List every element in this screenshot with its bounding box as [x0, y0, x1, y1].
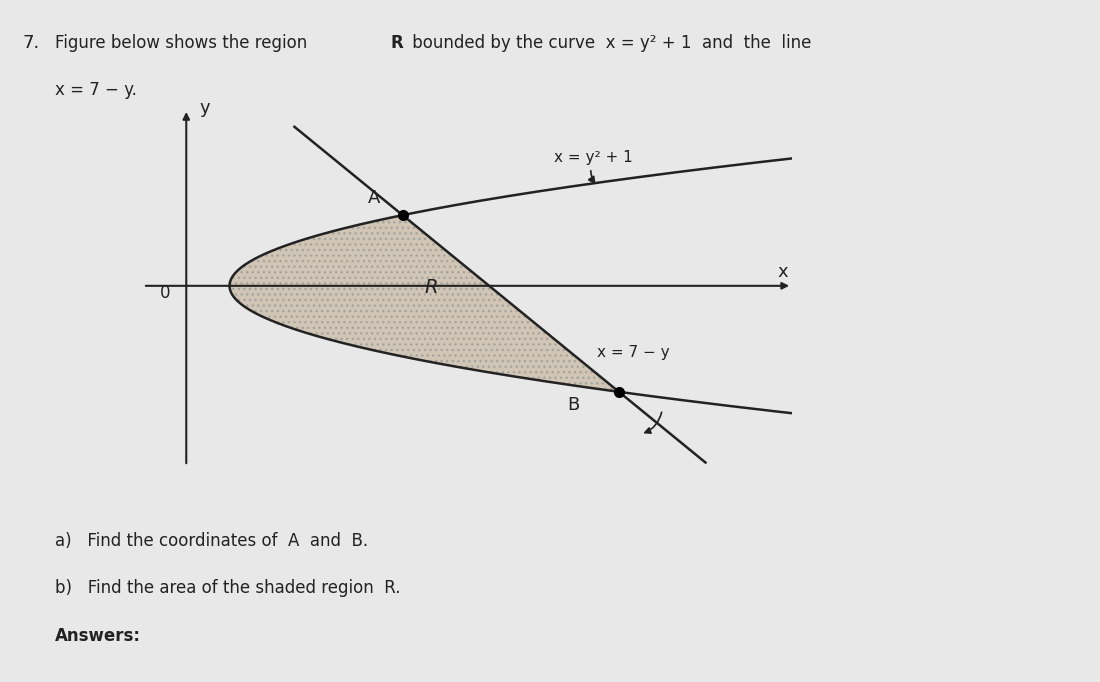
Text: a)   Find the coordinates of  A  and  B.: a) Find the coordinates of A and B.	[55, 531, 369, 550]
Text: b)   Find the area of the shaded region  R.: b) Find the area of the shaded region R.	[55, 579, 400, 597]
Text: Figure below shows the region: Figure below shows the region	[55, 33, 312, 52]
Text: bounded by the curve  x = y² + 1  and  the  line: bounded by the curve x = y² + 1 and the …	[407, 33, 812, 52]
Text: x: x	[777, 263, 788, 281]
Text: Answers:: Answers:	[55, 627, 141, 645]
Text: x = 7 − y.: x = 7 − y.	[55, 81, 136, 100]
Text: 0: 0	[160, 284, 169, 302]
Text: x = y² + 1: x = y² + 1	[554, 150, 632, 183]
Text: R: R	[390, 33, 404, 52]
Text: 7.: 7.	[22, 33, 40, 52]
Text: y: y	[199, 99, 210, 117]
Text: B: B	[566, 396, 580, 413]
Text: x = 7 − y: x = 7 − y	[597, 344, 670, 359]
Text: R: R	[425, 278, 438, 297]
Text: A: A	[368, 189, 381, 207]
